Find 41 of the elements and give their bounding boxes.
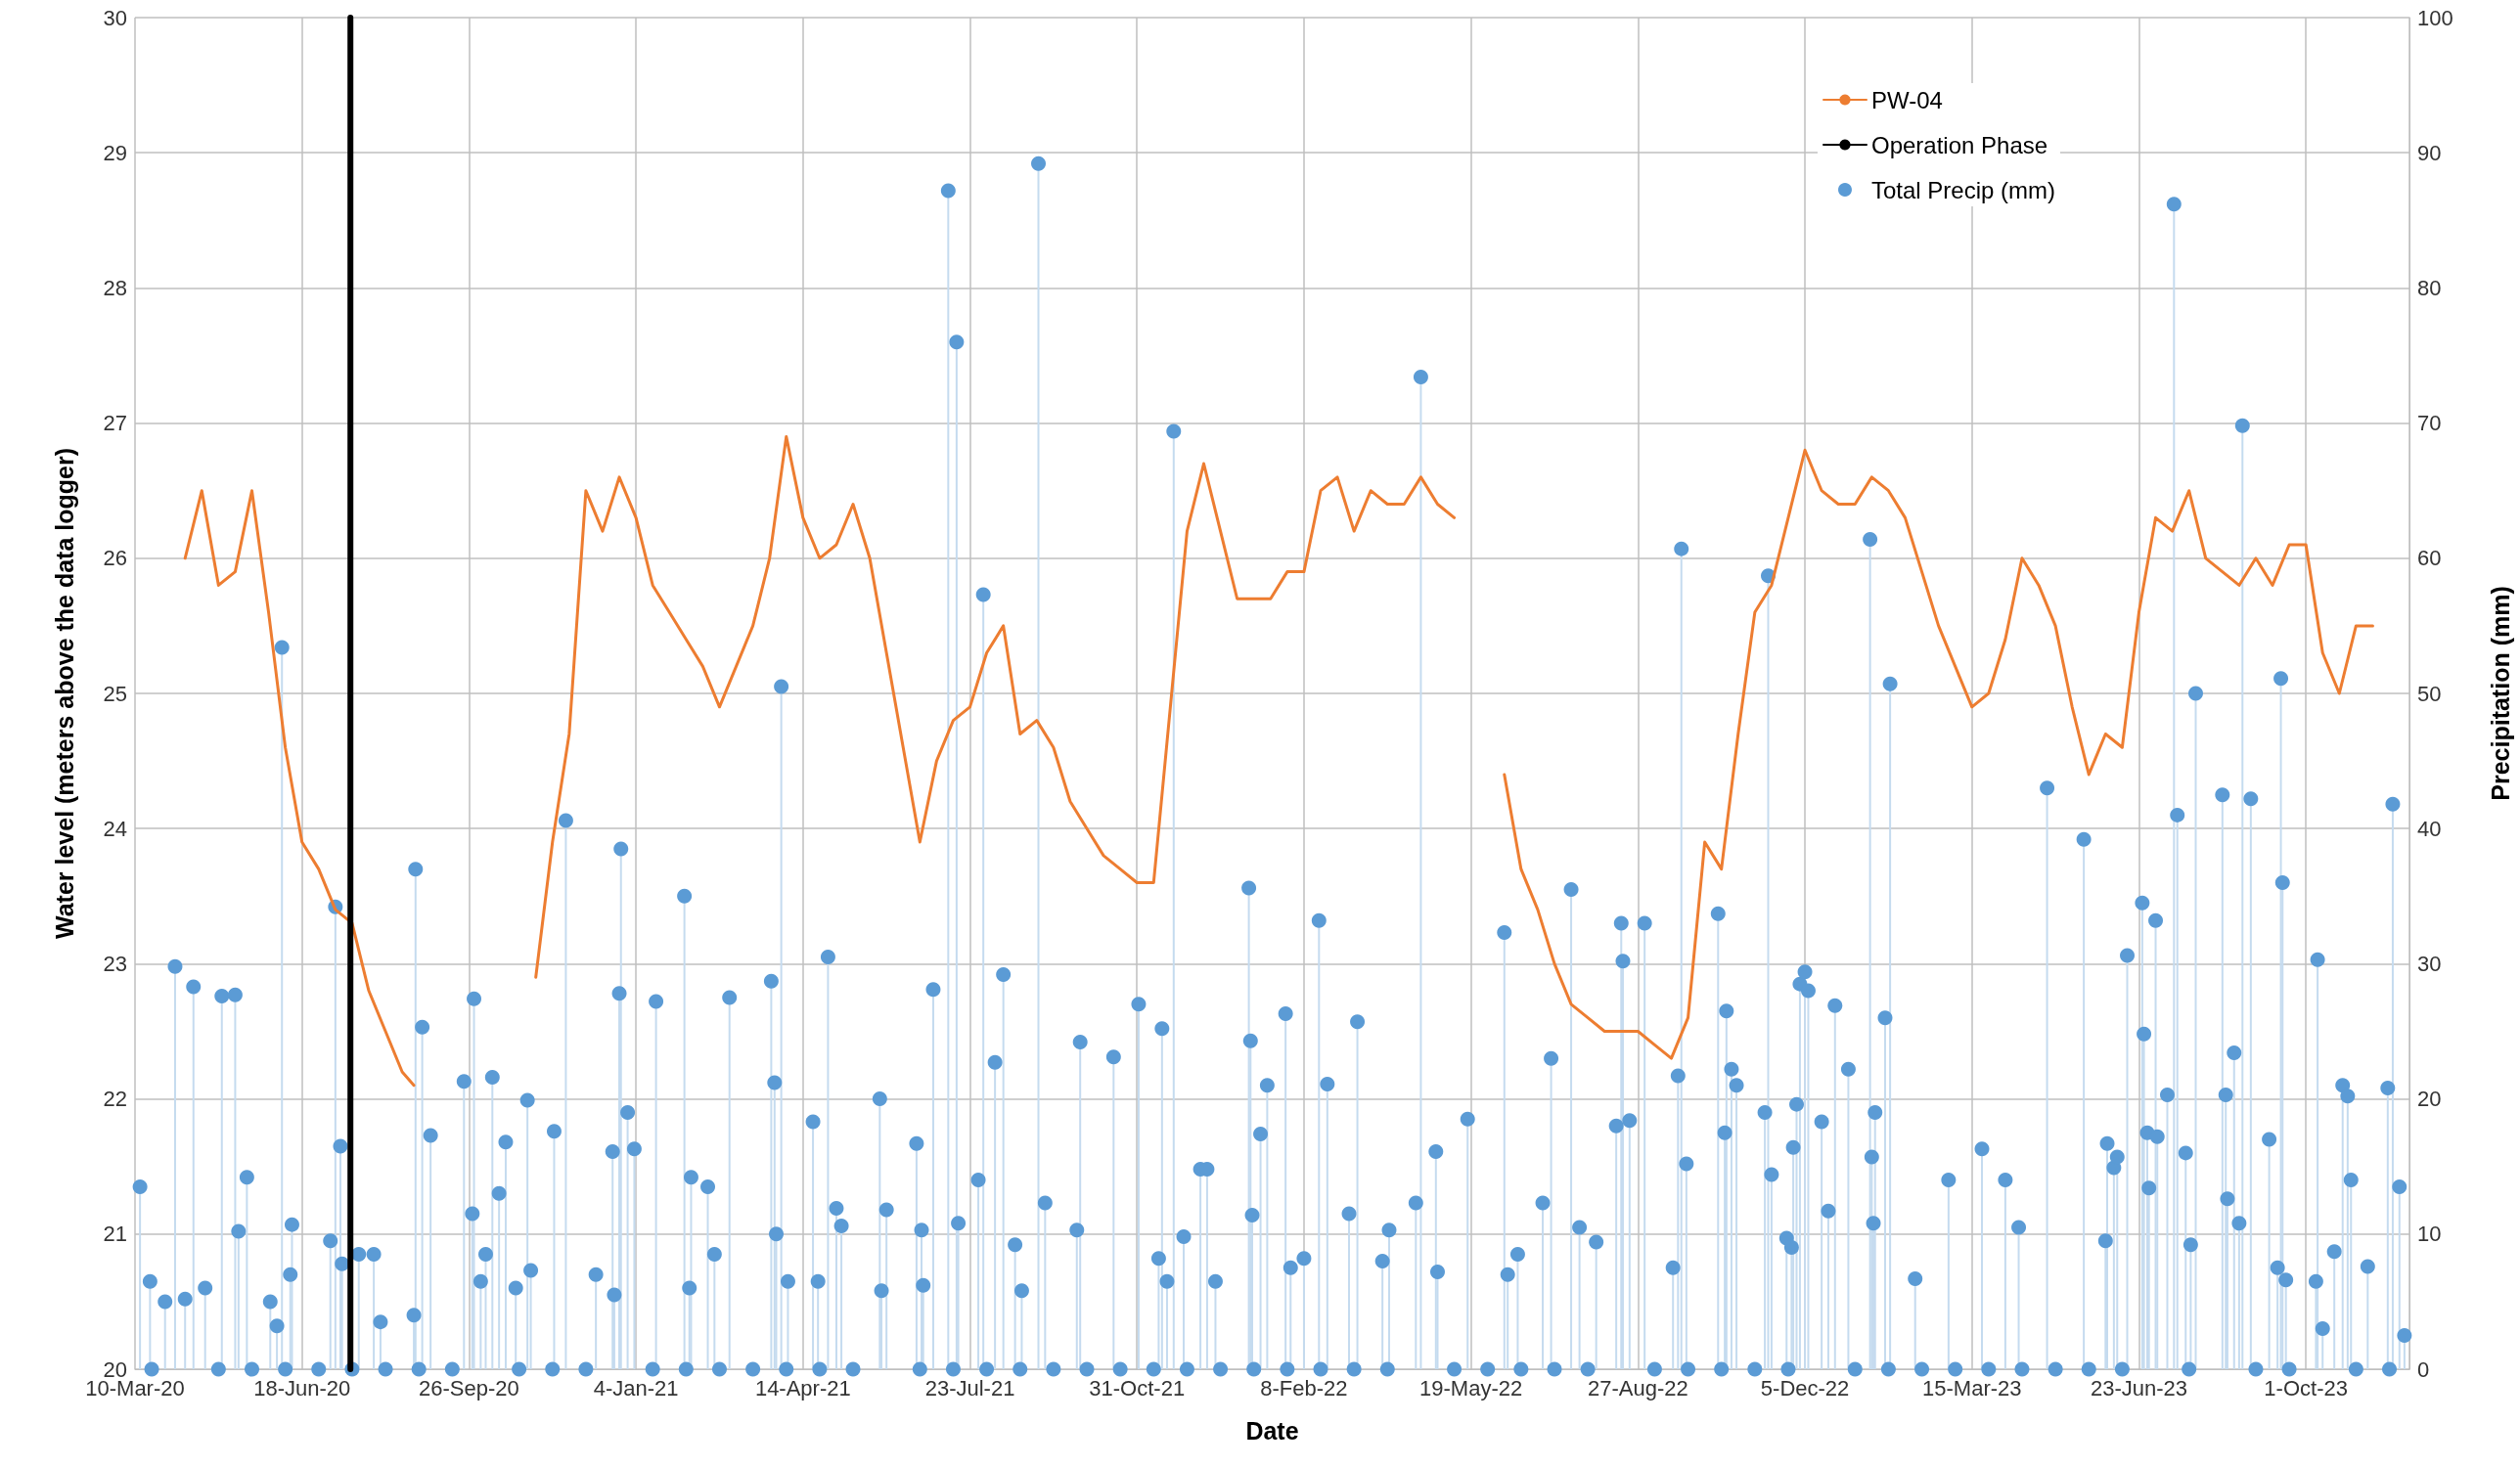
y-tick-label: 25 (103, 681, 127, 706)
x-tick-label: 8-Feb-22 (1260, 1375, 1348, 1400)
x-tick-label: 5-Dec-22 (1760, 1375, 1850, 1400)
y-tick-label: 21 (103, 1222, 127, 1247)
legend-label: Operation Phase (1870, 131, 2048, 158)
x-tick-label: 1-Oct-23 (2264, 1375, 2348, 1400)
y2-tick-label: 0 (2417, 1356, 2430, 1382)
x-tick-label: 15-Mar-23 (1922, 1375, 2022, 1400)
y2-tick-label: 30 (2417, 951, 2442, 976)
y-tick-label: 24 (103, 816, 127, 841)
y-tick-label: 30 (103, 5, 127, 30)
x-tick-label: 27-Aug-22 (1587, 1375, 1688, 1400)
y2-tick-label: 90 (2417, 140, 2442, 165)
y2-tick-label: 100 (2417, 5, 2453, 30)
y2-tick-label: 70 (2417, 411, 2442, 436)
x-tick-label: 26-Sep-20 (419, 1375, 519, 1400)
y-axis-title: Water level (meters above the data logger) (50, 447, 78, 940)
x-tick-label: 31-Oct-21 (1089, 1375, 1186, 1400)
legend-label: Total Precip (mm) (1870, 176, 2055, 203)
y2-tick-label: 10 (2417, 1222, 2442, 1247)
y2-axis-title: Precipitation (mm) (2486, 586, 2514, 801)
x-tick-label: 18-Jun-20 (253, 1375, 351, 1400)
x-tick-label: 19-May-22 (1419, 1375, 1523, 1400)
y-tick-label: 23 (103, 951, 127, 976)
x-axis-title: Date (1245, 1416, 1299, 1445)
y2-tick-label: 80 (2417, 275, 2442, 300)
x-tick-label: 4-Jan-21 (593, 1375, 679, 1400)
x-tick-label: 23-Jun-23 (2090, 1375, 2187, 1400)
y-tick-label: 20 (103, 1356, 127, 1382)
y2-tick-label: 20 (2417, 1087, 2442, 1112)
y2-tick-label: 40 (2417, 816, 2442, 841)
y2-tick-label: 60 (2417, 546, 2442, 571)
y-tick-label: 29 (103, 140, 127, 165)
y-tick-label: 26 (103, 546, 127, 571)
y-tick-label: 28 (103, 275, 127, 300)
y-tick-label: 22 (103, 1087, 127, 1112)
legend-label: PW-04 (1870, 86, 1943, 113)
x-tick-label: 14-Apr-21 (754, 1375, 851, 1400)
y2-tick-label: 50 (2417, 681, 2442, 706)
x-tick-label: 23-Jul-21 (924, 1375, 1015, 1400)
y-tick-label: 27 (103, 411, 127, 436)
